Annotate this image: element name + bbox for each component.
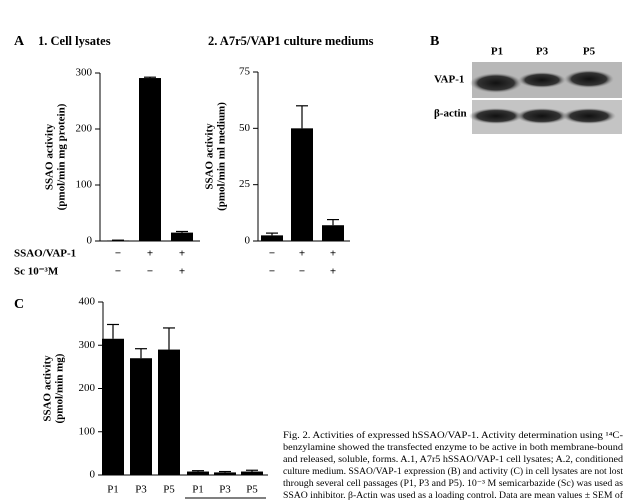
y-tick-label: 100 [76,179,93,191]
y-axis-label: SSAO activity [44,123,56,190]
band-label: VAP-1 [434,74,464,86]
condition-label: + [330,266,336,278]
y-tick-label: 300 [76,67,93,79]
lane-label: P1 [491,46,503,58]
x-tick-label: P3 [219,484,231,496]
caption-line: through several cell passages (P1, P3 an… [283,478,623,488]
y-tick-label: 0 [87,235,93,247]
panel-label: B [430,34,439,49]
x-tick-label: P1 [107,484,119,496]
bar [171,232,193,241]
x-tick-label: P5 [246,484,258,496]
caption: Fig. 2. Activities of expressed hSSAO/VA… [283,430,624,500]
condition-label: + [147,248,153,260]
y-tick-label: 200 [79,382,96,394]
caption-line: SSAO inhibitor. β-Actin was used as a lo… [283,490,624,500]
row-label: SSAO/VAP-1 [14,248,76,260]
y-axis-label: SSAO activity [204,123,216,190]
lane-label: P3 [536,46,549,58]
caption-line: and released, soluble, forms. A.1, A7r5 … [283,454,623,464]
blot-image [469,62,622,134]
y-tick-label: 0 [90,469,96,481]
band-label: β-actin [434,108,467,120]
y-axis-label: SSAO activity [42,355,54,422]
bar [291,128,313,241]
caption-line: culture medium. SSAO/VAP-1 expression (B… [283,466,623,476]
condition-label: − [115,248,121,260]
caption-line: Fig. 2. Activities of expressed hSSAO/VA… [283,430,623,440]
caption-line: benzylamine showed the transfected enzym… [283,442,623,452]
condition-label: + [330,248,336,260]
y-tick-label: 400 [79,296,96,308]
condition-label: + [179,248,185,260]
y-tick-label: 200 [76,123,93,135]
condition-label: − [115,266,121,278]
condition-label: + [299,248,305,260]
bar [102,338,124,475]
x-tick-label: P1 [192,484,204,496]
bar [130,358,152,475]
x-tick-label: P3 [135,484,147,496]
condition-label: − [299,266,305,278]
bar [187,471,209,475]
chart-title: 2. A7r5/VAP1 culture mediums [208,34,374,48]
panel-label: A [14,34,25,49]
y-tick-label: 300 [79,339,96,351]
x-tick-label: P5 [163,484,175,496]
chart-title: 1. Cell lysates [38,34,111,48]
panel-label: C [14,297,24,312]
y-tick-label: 0 [245,235,251,247]
y-axis-label: (pmol/min ml medium) [216,102,228,211]
bar [107,240,129,242]
row-label: Sc 10⁻³M [14,266,59,278]
condition-label: + [179,266,185,278]
lane-label: P5 [583,46,596,58]
condition-label: − [269,248,275,260]
y-tick-label: 100 [79,425,96,437]
bar [158,349,180,475]
bar [139,78,161,241]
bar [241,471,263,475]
y-axis-label: (pmol/min mg) [54,353,66,423]
y-axis-label: (pmol/min mg protein) [56,103,68,210]
y-tick-label: 50 [239,122,251,134]
y-tick-label: 25 [239,178,251,190]
condition-label: − [147,266,153,278]
bar [322,225,344,241]
bar [261,235,283,241]
condition-label: − [269,266,275,278]
y-tick-label: 75 [239,66,251,78]
bar [214,472,236,475]
